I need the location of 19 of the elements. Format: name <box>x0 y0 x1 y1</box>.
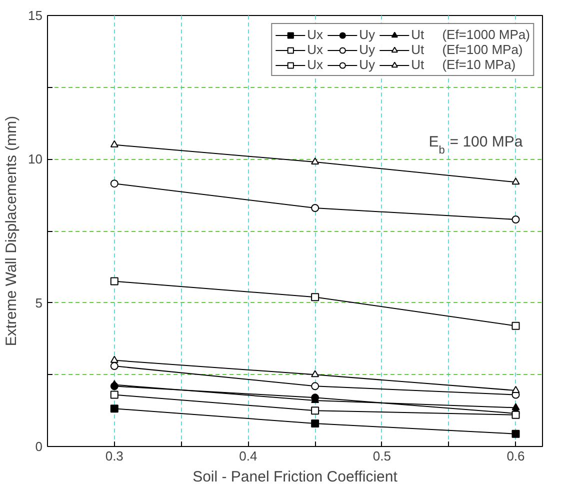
legend-label: Ut (Ef=10 MPa) <box>411 57 516 72</box>
y-tick-label: 0 <box>35 439 43 454</box>
legend-label: Uy <box>359 57 376 72</box>
y-tick-label: 5 <box>35 295 43 310</box>
legend-label: Uy <box>359 27 376 42</box>
y-tick-label: 10 <box>28 152 43 167</box>
x-tick-label: 0.4 <box>239 448 258 464</box>
x-tick-label: 0.3 <box>105 448 124 464</box>
legend-label: Ut (Ef=1000 MPa) <box>411 27 530 42</box>
x-tick-label: 0.5 <box>372 448 391 464</box>
legend-label: Ux <box>307 27 324 42</box>
legend-label: Ux <box>307 42 324 57</box>
y-tick-label: 15 <box>28 8 43 23</box>
legend-label: Ut (Ef=100 MPa) <box>411 42 523 57</box>
x-tick-label: 0.6 <box>506 448 525 464</box>
x-axis-title: Soil - Panel Friction Coefficient <box>192 468 398 486</box>
y-axis-title: Extreme Wall Displacements (mm) <box>3 116 20 346</box>
legend-label: Ux <box>307 57 324 72</box>
legend-label: Uy <box>359 42 376 57</box>
